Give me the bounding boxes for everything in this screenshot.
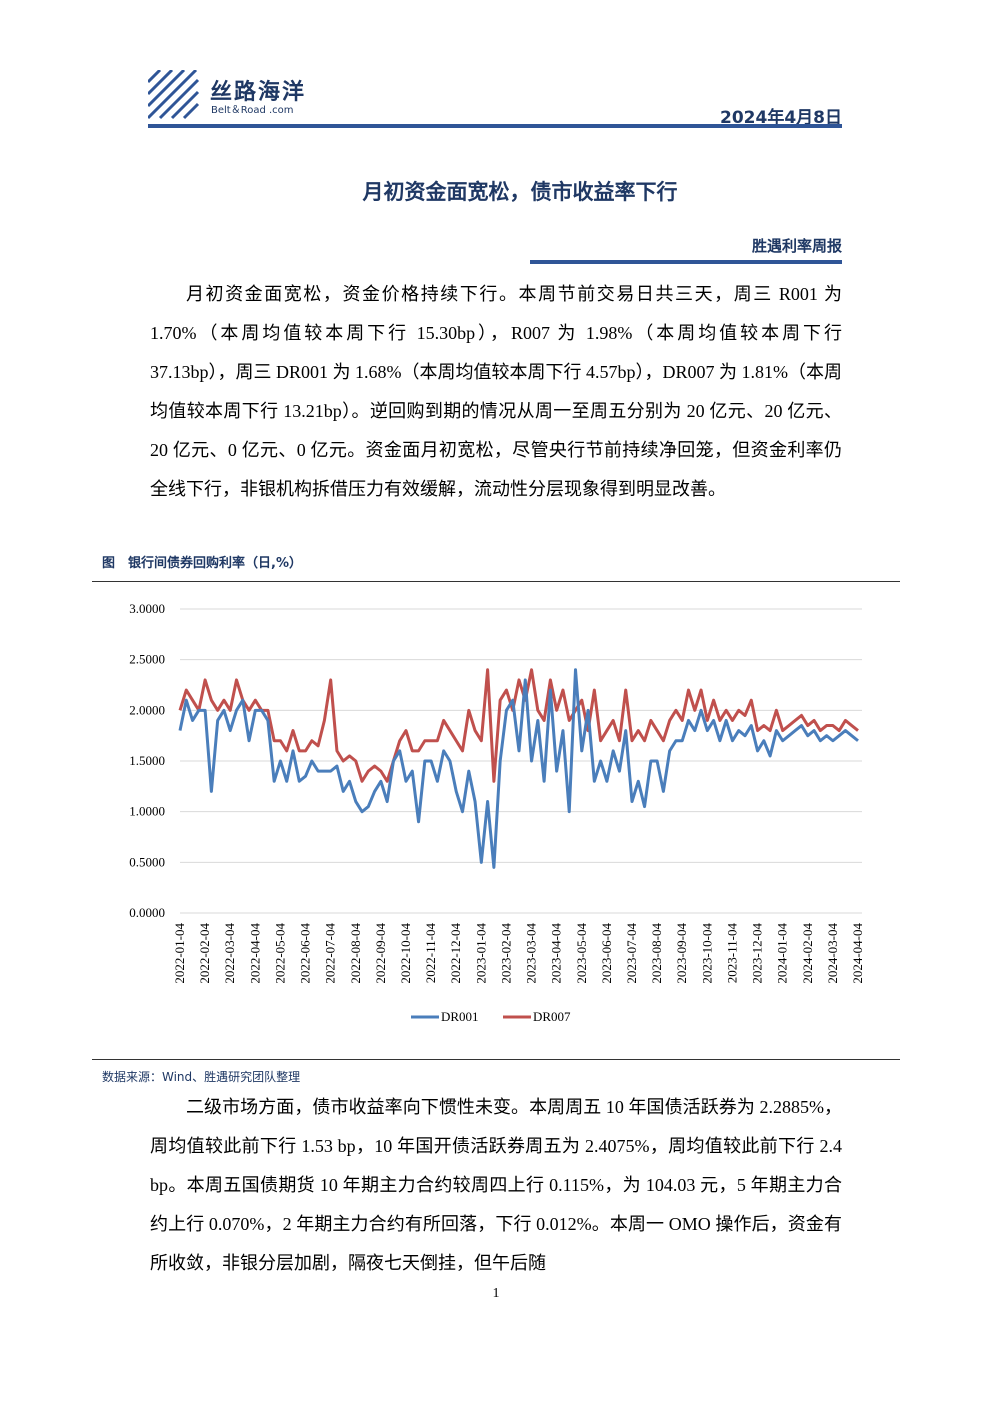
- x-tick-label: 2023-11-04: [724, 923, 739, 984]
- x-tick-label: 2024-02-04: [800, 923, 815, 984]
- x-tick-label: 2022-09-04: [373, 923, 388, 984]
- logo-icon: [148, 70, 200, 120]
- line-series: [178, 668, 859, 869]
- x-tick-label: 2023-02-04: [498, 923, 513, 984]
- figure-rule: [92, 581, 900, 582]
- y-tick-label: 2.5000: [129, 652, 165, 667]
- x-tick-label: 2022-07-04: [323, 923, 338, 984]
- x-tick-label: 2024-04-04: [850, 923, 865, 984]
- subtitle-rule: [530, 260, 842, 264]
- x-tick-label: 2022-08-04: [348, 923, 363, 984]
- chart: 0.0000 0.5000 1.0000 1.5000 2.0000 2.5000 3.00…: [129, 601, 865, 1024]
- figure-rule: [92, 1059, 900, 1060]
- x-tick-label: 2023-12-04: [750, 923, 765, 984]
- line-series: [178, 668, 859, 783]
- header-date: 2024年4月8日: [720, 108, 842, 128]
- y-tick-label: 1.0000: [129, 804, 165, 819]
- x-tick-label: 2022-12-04: [448, 923, 463, 984]
- paragraph: 二级市场方面，债市收益率向下惯性未变。本周周五 10 年国债活跃券为 2.288…: [150, 1097, 842, 1273]
- x-tick-label: 2023-05-04: [574, 923, 589, 984]
- x-tick-label: 2023-01-04: [473, 923, 488, 984]
- y-tick-label: 2.0000: [129, 702, 165, 717]
- y-tick-label: 0.5000: [129, 854, 165, 869]
- x-tick-label: 2023-04-04: [549, 923, 564, 984]
- y-tick-label: 3.0000: [129, 601, 165, 616]
- doc-subtitle: 胜遇利率周报: [751, 237, 842, 255]
- paragraph: 月初资金面宽松，资金价格持续下行。本周节前交易日共三天，周三 R001 为 1.…: [150, 284, 842, 499]
- x-tick-label: 2023-07-04: [624, 923, 639, 984]
- doc-title: 月初资金面宽松，债市收益率下行: [362, 180, 678, 204]
- x-tick-label: 2023-08-04: [649, 923, 664, 984]
- x-tick-label: 2023-03-04: [524, 923, 539, 984]
- logo-sub: Belt＆Road .com: [211, 105, 294, 116]
- x-tick-label: 2024-03-04: [825, 923, 840, 984]
- y-tick-label: 0.0000: [129, 905, 165, 920]
- legend-label: DR007: [533, 1009, 571, 1024]
- x-tick-label: 2022-10-04: [398, 923, 413, 984]
- source: 数据来源：Wind、胜遇研究团队整理: [102, 1070, 301, 1084]
- header-rule: [148, 124, 842, 128]
- y-tick-label: 1.5000: [129, 753, 165, 768]
- x-tick-label: 2023-09-04: [674, 923, 689, 984]
- x-tick-label: 2022-11-04: [423, 923, 438, 984]
- x-tick-label: 2023-06-04: [599, 923, 614, 984]
- x-tick-label: 2022-05-04: [272, 923, 287, 984]
- x-tick-label: 2022-04-04: [247, 923, 262, 984]
- x-tick-label: 2022-06-04: [298, 923, 313, 984]
- page-number: 1: [492, 1286, 500, 1301]
- x-tick-label: 2022-02-04: [197, 923, 212, 984]
- logo-text: 丝路海洋: [210, 80, 307, 105]
- x-tick-label: 2022-03-04: [222, 923, 237, 984]
- x-tick-label: 2023-10-04: [699, 923, 714, 984]
- x-tick-label: 2022-01-04: [172, 923, 187, 984]
- legend-label: DR001: [441, 1009, 479, 1024]
- x-tick-label: 2024-01-04: [775, 923, 790, 984]
- figure-caption: 图 银行间债券回购利率（日,%）: [102, 556, 302, 571]
